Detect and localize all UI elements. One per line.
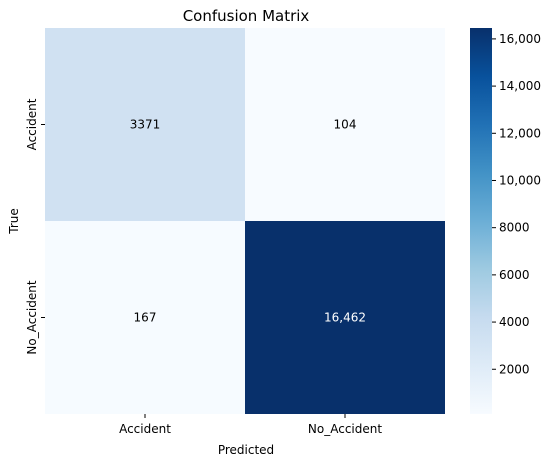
y-tick-label: Accident [25,98,39,150]
colorbar-tick-label: 8000 [499,221,530,235]
colorbar [470,28,492,414]
x-tick-label: Accident [119,422,171,436]
colorbar-tick-label: 16,000 [499,32,541,46]
cell-value-label: 104 [334,118,357,132]
heatmap-cells [45,28,445,414]
y-axis: Accident No_Accident [25,98,45,355]
cell-value-label: 3371 [130,118,161,132]
heatmap-cell [245,28,445,221]
x-axis-label: Predicted [218,443,274,457]
colorbar-tick-label: 12,000 [499,126,541,140]
colorbar-tick-label: 4000 [499,315,530,329]
colorbar-tick-label: 10,000 [499,173,541,187]
heatmap-cell [245,221,445,414]
cell-value-label: 16,462 [324,311,366,325]
heatmap-cell-labels: 3371 104 167 16,462 [130,118,366,325]
x-tick-label: No_Accident [308,422,382,436]
colorbar-ticks: 2000 4000 6000 8000 10,000 12,000 14,000 16,000 [492,32,541,376]
cell-value-label: 167 [134,311,157,325]
x-axis: Accident No_Accident [119,414,382,436]
colorbar-tick-label: 2000 [499,362,530,376]
y-axis-label: True [7,208,21,235]
heatmap-cell [45,221,245,414]
colorbar-tick-label: 6000 [499,268,530,282]
chart-title: Confusion Matrix [183,7,310,25]
heatmap-cell [45,28,245,221]
colorbar-tick-label: 14,000 [499,79,541,93]
y-tick-label: No_Accident [25,280,39,354]
